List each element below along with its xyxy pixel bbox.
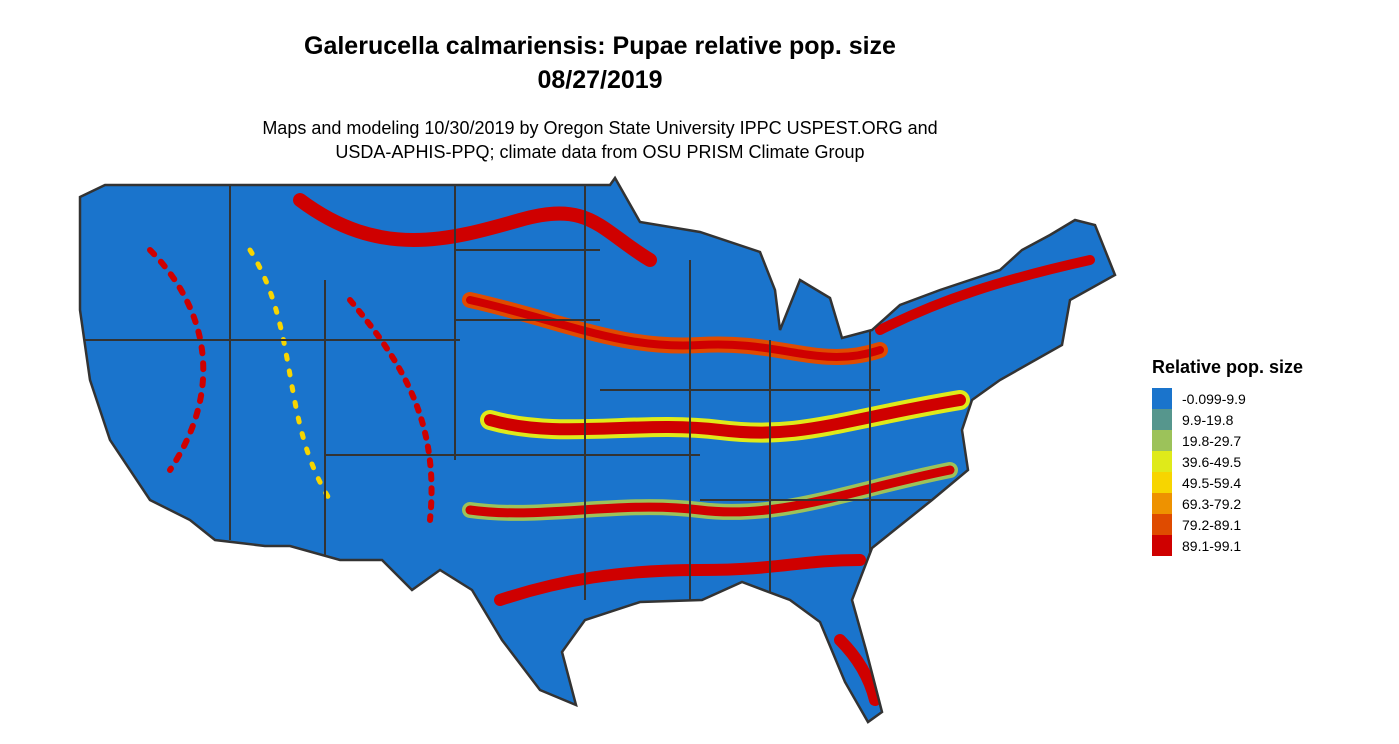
legend-label: 69.3-79.2 — [1182, 495, 1242, 512]
legend-item: -0.099-9.9 — [1152, 388, 1303, 409]
legend-swatch — [1152, 472, 1172, 493]
legend-swatch — [1152, 493, 1172, 514]
legend-swatch — [1152, 409, 1172, 430]
legend-label: 49.5-59.4 — [1182, 474, 1242, 491]
legend: Relative pop. size -0.099-9.9 9.9-19.8 19.… — [1152, 357, 1303, 556]
legend-swatch — [1152, 514, 1172, 535]
legend-item: 89.1-99.1 — [1152, 535, 1303, 556]
legend-item: 9.9-19.8 — [1152, 409, 1303, 430]
map-date: 08/27/2019 — [537, 66, 663, 94]
legend-label: 89.1-99.1 — [1182, 537, 1242, 554]
us-map — [78, 176, 1117, 724]
legend-swatch — [1152, 535, 1172, 556]
legend-label: 19.8-29.7 — [1182, 432, 1242, 449]
legend-label: -0.099-9.9 — [1182, 390, 1246, 407]
legend-item: 19.8-29.7 — [1152, 430, 1303, 451]
legend-swatch — [1152, 451, 1172, 472]
legend-swatch — [1152, 430, 1172, 451]
population-bands — [147, 193, 1095, 706]
legend-item: 39.6-49.5 — [1152, 451, 1303, 472]
map-title: Galerucella calmariensis: Pupae relative… — [304, 32, 896, 60]
subtitle-line1: Maps and modeling 10/30/2019 by Oregon S… — [262, 118, 938, 138]
state-borders — [80, 185, 960, 600]
legend-swatch — [1152, 388, 1172, 409]
subtitle-line2: USDA-APHIS-PPQ; climate data from OSU PR… — [335, 142, 865, 162]
legend-item: 49.5-59.4 — [1152, 472, 1303, 493]
legend-label: 79.2-89.1 — [1182, 516, 1242, 533]
legend-label: 9.9-19.8 — [1182, 411, 1234, 428]
legend-item: 69.3-79.2 — [1152, 493, 1303, 514]
legend-item: 79.2-89.1 — [1152, 514, 1303, 535]
legend-title: Relative pop. size — [1152, 357, 1304, 377]
legend-label: 39.6-49.5 — [1182, 453, 1242, 470]
